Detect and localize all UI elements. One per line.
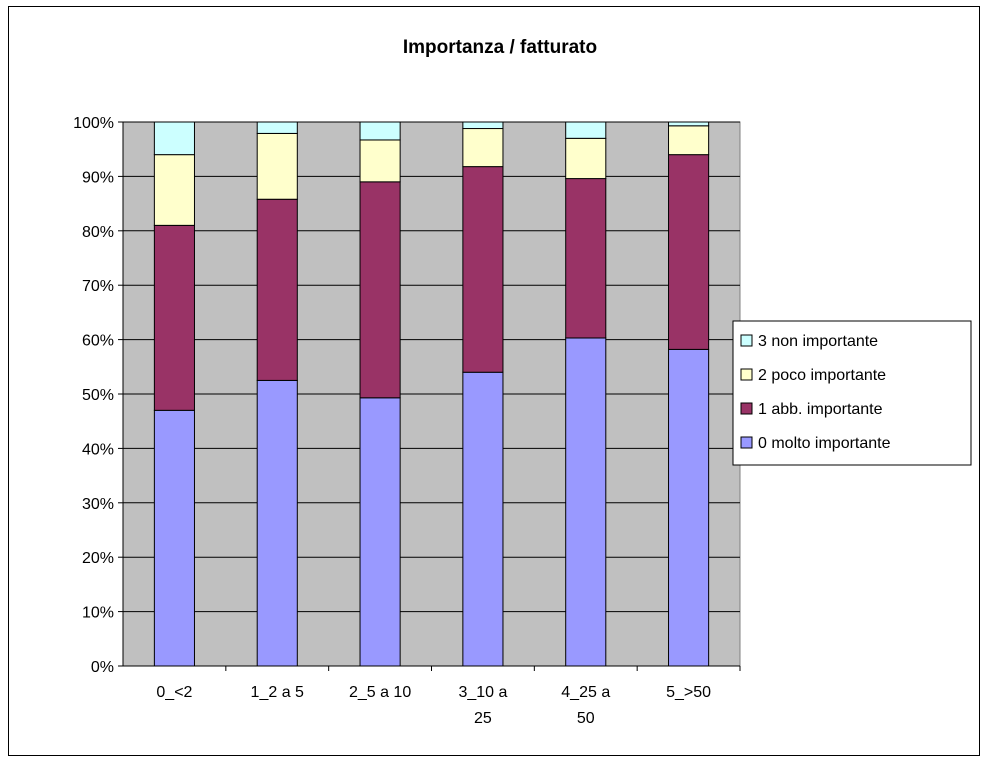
bar-segment xyxy=(668,348,710,667)
axes xyxy=(118,121,741,671)
bar-segment xyxy=(462,128,504,168)
y-tick-label: 100% xyxy=(73,115,114,132)
bar-segment xyxy=(256,379,298,667)
x-tick-label: 50 xyxy=(577,710,595,727)
bar-segment xyxy=(462,166,504,373)
bar-segment xyxy=(153,224,195,411)
bar-segment xyxy=(359,181,401,399)
bar-segment xyxy=(668,121,710,127)
x-tick-label: 1_2 a 5 xyxy=(251,684,304,701)
x-tick-label: 5_>50 xyxy=(666,684,711,701)
legend: 3 non importante 2 poco importante 1 abb. … xyxy=(740,333,891,452)
bar-segment xyxy=(462,121,504,130)
bar-segment xyxy=(256,198,298,381)
y-tick-label: 30% xyxy=(82,496,114,513)
legend-label: 1 abb. importante xyxy=(758,401,883,418)
bar-segment xyxy=(359,397,401,667)
y-tick-labels: 0% 10% 20% 30% 40% 50% 60% 70% 80% 90% 100% xyxy=(73,115,114,676)
bar-segment xyxy=(153,121,195,156)
bar-segment xyxy=(153,409,195,667)
legend-label: 2 poco importante xyxy=(758,367,886,384)
legend-label: 3 non importante xyxy=(758,333,878,350)
legend-swatch xyxy=(740,402,753,415)
y-tick-label: 20% xyxy=(82,550,114,567)
y-tick-label: 80% xyxy=(82,224,114,241)
x-tick-label: 4_25 a xyxy=(561,684,610,701)
gridlines xyxy=(123,121,740,613)
bar-segment xyxy=(359,139,401,183)
x-tick-label: 25 xyxy=(474,710,492,727)
bar-segment xyxy=(462,371,504,667)
x-tick-label: 3_10 a xyxy=(458,684,507,701)
bar-segment xyxy=(153,154,195,226)
x-tick-label: 0_<2 xyxy=(156,684,192,701)
legend-box xyxy=(732,320,972,466)
bar-segment xyxy=(668,154,710,350)
bar-segment xyxy=(565,178,607,339)
legend-swatch xyxy=(740,334,753,347)
y-tick-label: 40% xyxy=(82,441,114,458)
legend-swatch xyxy=(740,368,753,381)
bar-segment xyxy=(565,137,607,180)
y-tick-label: 10% xyxy=(82,605,114,622)
bar-segment xyxy=(359,121,401,141)
legend-swatch xyxy=(740,436,753,449)
bar-segment xyxy=(668,125,710,156)
bar-segment xyxy=(565,337,607,667)
y-tick-label: 0% xyxy=(91,659,114,676)
legend-label: 0 molto importante xyxy=(758,435,891,452)
bar-segment xyxy=(256,132,298,200)
bar-segment xyxy=(565,121,607,139)
bar-segment xyxy=(256,121,298,134)
x-tick-label: 2_5 a 10 xyxy=(349,684,411,701)
y-tick-label: 90% xyxy=(82,169,114,186)
y-tick-label: 50% xyxy=(82,387,114,404)
x-tick-labels: 0_<2 1_2 a 5 2_5 a 10 3_10 a 25 4_25 a 50 5_>50 xyxy=(156,684,711,727)
chart-title: Importanza / fatturato xyxy=(403,37,597,58)
y-tick-label: 70% xyxy=(82,278,114,295)
y-tick-label: 60% xyxy=(82,333,114,350)
